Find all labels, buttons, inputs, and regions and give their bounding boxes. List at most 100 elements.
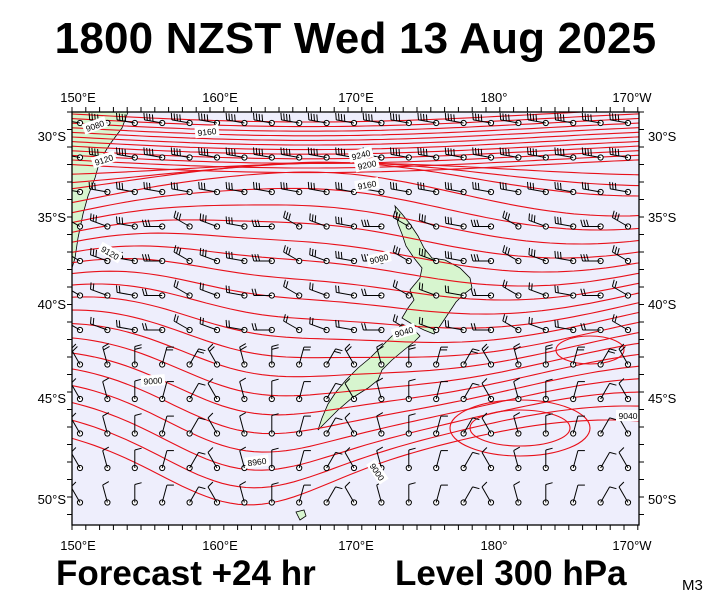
barb-staff [618,452,629,469]
barb-staff [173,251,190,262]
barb-staff [463,486,474,503]
barb-staff [189,452,200,469]
barb-feather [450,217,452,225]
barb-staff [481,486,492,503]
barb-feather [408,482,416,485]
barb-feather [612,113,614,121]
barb-feather [398,114,401,122]
barb-feather [447,320,450,328]
barb-staff [612,320,629,331]
barb-staff [326,486,337,503]
barb-feather [207,481,214,488]
barb-staff [336,257,355,262]
lat-label-50s-right: 50°S [648,492,677,507]
contour-line [72,309,639,359]
wind-barb [554,250,577,265]
wind-barb [141,288,166,299]
wind-barb [570,346,585,368]
barb-staff [239,484,245,503]
barb-feather [421,214,424,222]
barb-feather [202,214,204,222]
wind-barb [554,216,577,230]
barb-feather [253,112,255,120]
barb-staff [612,251,629,262]
barb-feather [239,377,247,383]
barb-feather [608,350,616,354]
barb-feather [286,182,288,190]
bottom-longitude-labels: 150°E 160°E 170°E 180° 170°W [60,538,652,553]
barb-feather [231,182,233,190]
wind-barb [513,481,522,506]
barb-feather [340,148,343,156]
barb-feather [532,182,535,190]
barb-feather [480,114,483,122]
wind-barb [376,377,385,403]
wind-barb [542,344,553,368]
wind-barb [102,343,111,368]
wind-barb [481,412,495,437]
barb-staff [189,348,200,365]
wind-barb [143,147,166,161]
wind-barb [460,451,480,472]
lon-label-170w-bottom: 170°W [612,538,652,550]
wind-barb [392,245,412,265]
wind-barb [390,112,412,127]
barb-feather [554,181,556,189]
barb-feather [611,314,615,322]
wind-barb [323,382,343,403]
barb-feather [92,248,95,256]
barb-feather [313,182,315,190]
barb-feather [65,182,66,189]
barb-feather [335,147,337,155]
barb-feather [67,114,68,121]
barb-feather [285,212,289,220]
wind-barb [323,486,343,506]
barb-feather [344,447,351,453]
barb-feather [286,113,288,121]
wind-barb [268,344,279,368]
barb-feather [392,279,396,287]
wind-barb [528,213,549,230]
contour-line [72,122,639,137]
barb-feather [535,148,538,156]
barb-staff [513,381,519,400]
wind-barb [283,314,303,334]
barb-staff [117,222,135,227]
wind-barb [597,451,617,472]
barb-feather [560,113,562,121]
barb-feather [395,113,398,121]
right-latitude-labels: 30°S 35°S 40°S 45°S 50°S [648,129,677,507]
barb-feather [311,317,314,325]
barb-staff [513,346,519,365]
barb-feather [147,219,151,227]
barb-feather [473,323,477,331]
wind-barb [296,346,311,368]
barb-feather [395,281,398,289]
barb-feather [472,382,480,386]
barb-feather [472,417,480,421]
barb-feather [583,288,586,296]
wind-barb [307,112,330,127]
wind-barb [131,482,142,506]
barb-staff [473,153,492,158]
barb-staff [298,450,305,469]
barb-feather [364,288,367,296]
barb-staff [435,450,442,469]
wind-barb [444,250,467,265]
wind-barb [470,254,495,265]
barb-feather [170,112,173,120]
barb-staff [528,188,546,193]
barb-feather [470,219,474,227]
barb-staff [173,286,190,296]
barb-staff [600,417,611,434]
contour-line [72,405,639,489]
barb-feather [64,314,66,321]
barb-feather [376,412,384,417]
barb-feather [450,148,452,156]
barb-feather [614,281,618,289]
barb-staff [610,119,629,124]
wind-barb [433,450,448,472]
barb-feather [586,254,589,262]
barb-feather [424,249,426,257]
barb-feather [614,148,617,156]
